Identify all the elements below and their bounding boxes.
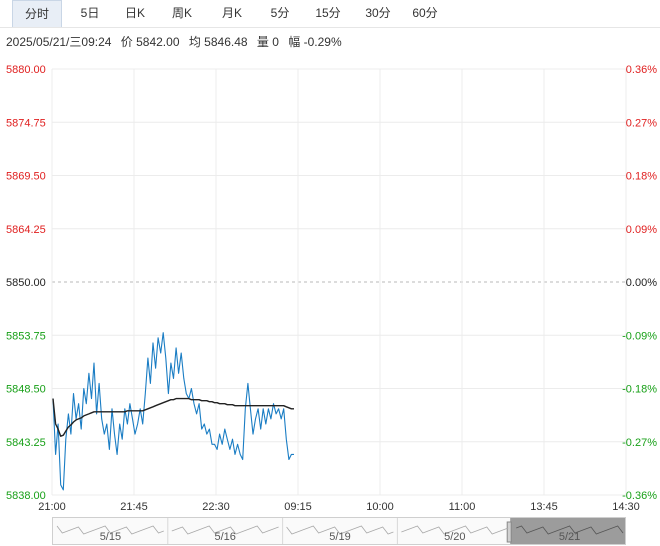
- x-tick-label: 21:00: [38, 501, 66, 513]
- navigator-window: [510, 518, 625, 544]
- quote-datetime: 2025/05/21/三09:24: [6, 35, 112, 49]
- y-tick-label-right: 0.27%: [626, 117, 657, 129]
- x-tick-label: 09:15: [284, 501, 312, 513]
- y-tick-label-right: -0.18%: [622, 384, 657, 396]
- y-tick-label-right: 0.18%: [626, 171, 657, 183]
- tab-monthly-k[interactable]: 月K: [221, 6, 242, 20]
- y-tick-label-left: 5869.50: [6, 171, 46, 183]
- tab-weekly-k[interactable]: 周K: [171, 6, 192, 20]
- y-tick-label-right: 0.36%: [626, 64, 657, 76]
- y-tick-label-right: -0.09%: [622, 330, 657, 342]
- y-tick-label-right: -0.27%: [622, 437, 657, 449]
- tab-5day[interactable]: 5日: [80, 6, 100, 20]
- tab-60min[interactable]: 60分: [412, 6, 438, 20]
- chart-period-tabs: 分时 5日 日K 周K 月K 5分 15分 30分 60分: [0, 0, 660, 28]
- quote-volume: 量 0: [256, 35, 279, 49]
- y-tick-label-right: 0.00%: [626, 277, 657, 289]
- navigator-trace: [401, 525, 509, 535]
- y-tick-label-left: 5843.25: [6, 437, 46, 449]
- y-tick-label-left: 5864.25: [6, 224, 46, 236]
- tab-30min[interactable]: 30分: [365, 6, 391, 20]
- navigator-date-label: 5/21: [559, 531, 580, 543]
- y-tick-label-left: 5848.50: [6, 384, 46, 396]
- x-tick-label: 13:45: [530, 501, 558, 513]
- navigator-trace: [56, 525, 164, 535]
- x-tick-label: 21:45: [120, 501, 148, 513]
- navigator-date-label: 5/15: [100, 531, 121, 543]
- timeline-navigator[interactable]: 5/15 5/16 5/19 5/20 5/21: [52, 517, 626, 545]
- x-tick-label: 11:00: [449, 501, 476, 513]
- navigator-date-label: 5/19: [329, 531, 350, 543]
- y-tick-label-left: 5874.75: [6, 117, 46, 129]
- x-tick-label: 14:30: [612, 501, 640, 513]
- quote-average: 均 5846.48: [188, 35, 248, 49]
- x-tick-label: 22:30: [202, 501, 230, 513]
- navigator-date-label: 5/16: [214, 531, 235, 543]
- quote-info-bar: 2025/05/21/三09:24 价 5842.00 均 5846.48 量 …: [6, 33, 348, 50]
- navigator-trace: [286, 525, 394, 535]
- y-tick-label-left: 5853.75: [6, 330, 46, 342]
- y-tick-label-left: 5850.00: [6, 277, 46, 289]
- y-tick-label-left: 5880.00: [6, 64, 46, 76]
- quote-price: 价 5842.00: [120, 35, 180, 49]
- quote-change: 幅 -0.29%: [288, 35, 342, 49]
- navigator-date-label: 5/20: [444, 531, 465, 543]
- price-line: [52, 332, 294, 491]
- intraday-chart[interactable]: 5880.00 5874.75 5869.50 5864.25 5850.00 5853.…: [0, 56, 660, 514]
- average-price-line: [52, 397, 294, 437]
- tab-5min[interactable]: 5分: [270, 6, 290, 20]
- tab-15min[interactable]: 15分: [315, 6, 341, 20]
- y-tick-label-right: -0.36%: [622, 490, 657, 502]
- y-tick-label-left: 5838.00: [6, 490, 46, 502]
- y-tick-label-right: 0.09%: [626, 224, 657, 236]
- x-tick-label: 10:00: [366, 501, 394, 513]
- tab-daily-k[interactable]: 日K: [124, 6, 145, 20]
- navigator-trace: [516, 525, 624, 535]
- tab-intraday[interactable]: 分时: [12, 0, 62, 27]
- navigator-trace: [171, 525, 279, 535]
- navigator-handle-left: [506, 521, 512, 543]
